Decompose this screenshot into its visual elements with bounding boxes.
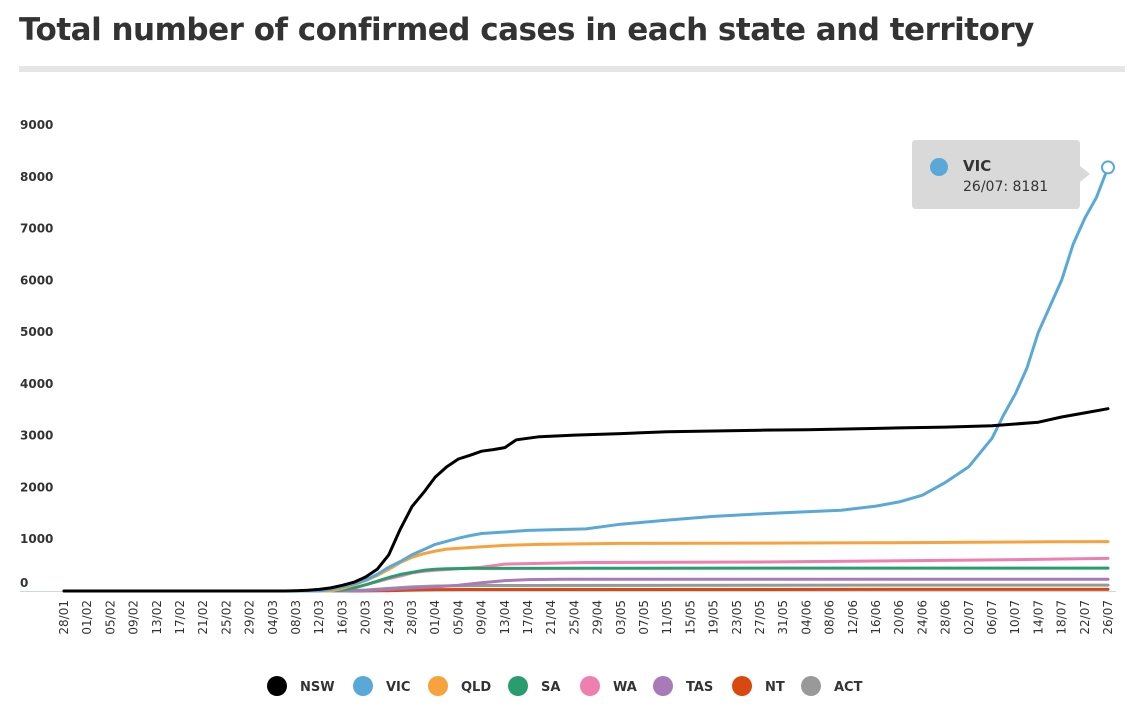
x-tick-label: 28/03 (405, 600, 419, 635)
tooltip-series-name: VIC (963, 157, 991, 175)
x-tick-label: 12/06 (846, 600, 860, 635)
x-tick-label: 25/02 (219, 600, 233, 635)
x-tick-label: 05/02 (103, 600, 117, 635)
y-tick-label: 6000 (20, 273, 53, 287)
chart-title: Total number of confirmed cases in each … (19, 12, 1034, 48)
legend-label: SA (541, 680, 560, 695)
legend-item-act[interactable]: ACT (801, 676, 863, 696)
x-tick-label: 29/04 (591, 600, 605, 635)
y-tick-label: 4000 (20, 377, 53, 391)
tooltip-box (912, 140, 1090, 209)
x-tick-label: 17/04 (521, 600, 535, 635)
x-tick-label: 05/04 (451, 600, 465, 635)
x-tick-label: 21/04 (544, 600, 558, 635)
legend-label: VIC (386, 680, 410, 695)
x-tick-label: 27/05 (753, 600, 767, 635)
legend-swatch (801, 676, 821, 696)
legend-item-wa[interactable]: WA (580, 676, 637, 696)
x-tick-label: 13/02 (150, 600, 164, 635)
y-axis: 0 1000 2000 3000 4000 5000 6000 7000 8000 9000 (20, 118, 53, 590)
y-tick-label: 8000 (20, 170, 53, 184)
legend-swatch (653, 676, 673, 696)
legend-item-vic[interactable]: VIC (353, 676, 410, 696)
x-tick-label: 16/06 (869, 600, 883, 635)
x-tick-label: 11/05 (660, 600, 674, 635)
x-tick-label: 20/03 (359, 600, 373, 635)
x-tick-label: 31/05 (776, 600, 790, 635)
tooltip-swatch (930, 158, 948, 176)
y-tick-label: 3000 (20, 429, 53, 443)
x-tick-label: 17/02 (173, 600, 187, 635)
x-tick-label: 29/02 (243, 600, 257, 635)
x-tick-label: 02/07 (962, 600, 976, 635)
x-tick-label: 16/03 (335, 600, 349, 635)
y-tick-label: 7000 (20, 222, 53, 236)
x-tick-label: 03/05 (614, 600, 628, 635)
legend-label: ACT (834, 680, 863, 695)
x-tick-label: 24/03 (382, 600, 396, 635)
series-line-tas[interactable] (62, 577, 1110, 593)
x-tick-label: 21/02 (196, 600, 210, 635)
tooltip-value: 26/07: 8181 (963, 179, 1048, 195)
y-tick-label: 9000 (20, 118, 53, 132)
legend: NSW VIC QLD SA WA TAS NT ACT (267, 676, 863, 696)
y-tick-label: 5000 (20, 325, 53, 339)
legend-item-nt[interactable]: NT (732, 676, 785, 696)
x-tick-label: 28/01 (57, 600, 71, 635)
legend-label: QLD (461, 680, 491, 695)
series-line-vic[interactable] (62, 165, 1110, 593)
series-line-sa[interactable] (62, 566, 1110, 593)
y-tick-label: 0 (20, 576, 28, 590)
x-tick-label: 15/05 (683, 600, 697, 635)
x-tick-label: 20/06 (892, 600, 906, 635)
legend-swatch (353, 676, 373, 696)
x-tick-label: 08/03 (289, 600, 303, 635)
x-tick-label: 01/04 (428, 600, 442, 635)
legend-item-qld[interactable]: QLD (428, 676, 491, 696)
hover-marker (1101, 160, 1115, 175)
legend-label: TAS (686, 680, 713, 695)
legend-item-sa[interactable]: SA (508, 676, 560, 696)
x-tick-label: 04/06 (799, 600, 813, 635)
x-tick-label: 10/07 (1008, 600, 1022, 635)
x-tick-label: 14/07 (1031, 600, 1045, 635)
x-tick-label: 13/04 (498, 600, 512, 635)
legend-swatch (508, 676, 528, 696)
x-tick-label: 08/06 (823, 600, 837, 635)
legend-label: WA (613, 680, 637, 695)
x-tick-label: 06/07 (985, 600, 999, 635)
legend-swatch (580, 676, 600, 696)
x-tick-label: 07/05 (637, 600, 651, 635)
tooltip: VIC 26/07: 8181 (912, 140, 1115, 209)
legend-swatch (732, 676, 752, 696)
series-lines (62, 165, 1110, 593)
series-line-qld[interactable] (62, 540, 1110, 593)
x-tick-label: 28/06 (939, 600, 953, 635)
legend-item-nsw[interactable]: NSW (267, 676, 335, 696)
y-tick-label: 1000 (20, 532, 53, 546)
x-tick-label: 01/02 (80, 600, 94, 635)
legend-label: NT (765, 680, 785, 695)
x-tick-label: 23/05 (730, 600, 744, 635)
x-tick-label: 24/06 (915, 600, 929, 635)
legend-item-tas[interactable]: TAS (653, 676, 713, 696)
y-tick-label: 2000 (20, 480, 53, 494)
x-axis: 28/01 01/02 05/02 09/02 13/02 17/02 21/02 25/02… (57, 600, 1115, 635)
x-tick-label: 04/03 (266, 600, 280, 635)
title-divider (19, 66, 1125, 72)
x-tick-label: 19/05 (707, 600, 721, 635)
x-tick-label: 22/07 (1078, 600, 1092, 635)
x-tick-label: 25/04 (567, 600, 581, 635)
x-tick-label: 12/03 (312, 600, 326, 635)
legend-swatch (267, 676, 287, 696)
series-line-nsw[interactable] (62, 407, 1110, 593)
x-tick-label: 26/07 (1101, 600, 1115, 635)
x-tick-label: 09/04 (475, 600, 489, 635)
x-tick-label: 09/02 (127, 600, 141, 635)
legend-label: NSW (300, 680, 335, 695)
x-tick-label: 18/07 (1055, 600, 1069, 635)
legend-swatch (428, 676, 448, 696)
